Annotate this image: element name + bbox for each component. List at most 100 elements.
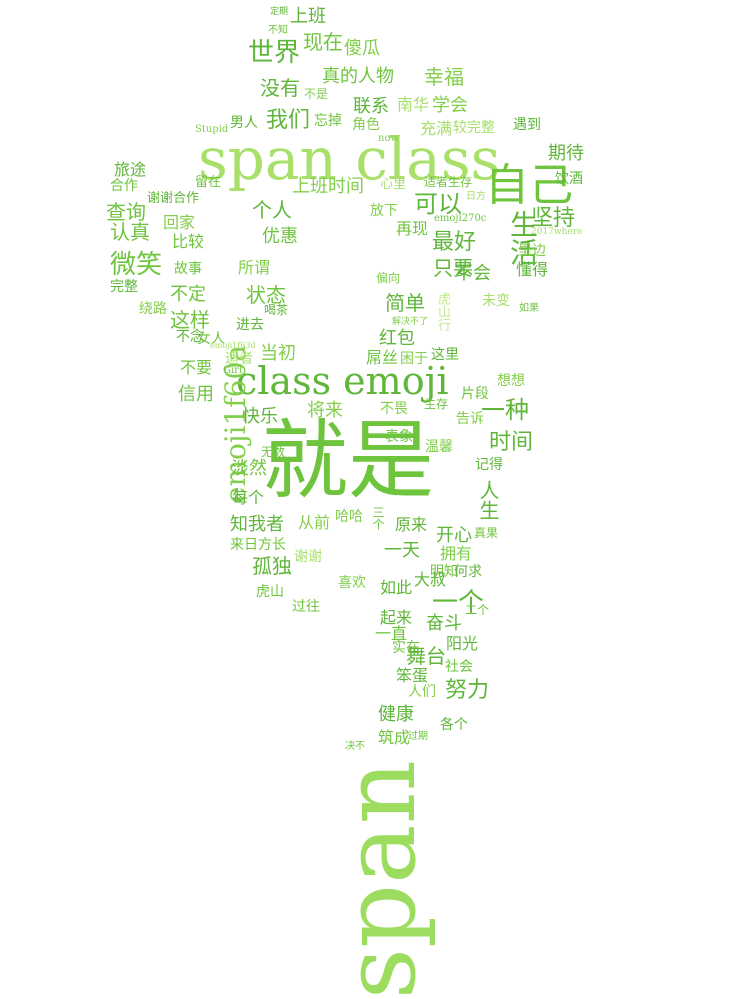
word-biaoxiang: 表象 — [385, 429, 413, 445]
word-jianglai: 将来 — [307, 400, 343, 421]
word-buhui: 不会 — [455, 263, 491, 284]
word-cloud: 就是 span span class class emoji emoji1f60… — [106, 7, 584, 999]
word-bijiao: 比较 — [172, 232, 205, 251]
word-sange: 三个 — [371, 506, 385, 530]
word-zuihao: 最好 — [432, 230, 477, 255]
word-zheyang: 这样 — [170, 308, 210, 332]
word-kaixin: 开心 — [436, 525, 472, 546]
word-jiankang: 健康 — [378, 704, 414, 725]
word-yinjiu: 饮酒 — [555, 171, 583, 187]
word-hongbao: 红包 — [379, 328, 415, 349]
word-jiushi: 就是 — [262, 411, 434, 511]
word-shengcun: 生存 — [424, 397, 449, 411]
word-emoji270c: emoji270c — [434, 213, 487, 224]
word-dashu: 大叔 — [414, 570, 447, 589]
word-wushu: 无数 — [261, 445, 286, 459]
word-raolu: 绕路 — [139, 301, 167, 317]
word-fangxia: 放下 — [370, 203, 398, 219]
word-huijia: 回家 — [163, 213, 196, 232]
word-xingfu: 幸福 — [424, 65, 464, 89]
word-wutai: 舞台 — [406, 644, 446, 668]
word-shagua: 傻瓜 — [344, 38, 380, 59]
word-qilai: 起来 — [380, 608, 413, 627]
word-dingqi: 定期 — [270, 7, 289, 17]
word-fendou: 奋斗 — [426, 613, 462, 634]
word-geren: 个人 — [252, 198, 292, 222]
word-weixiao: 微笑 — [110, 250, 163, 280]
word-guoqi: 过期 — [408, 731, 428, 742]
word-meige: 每个 — [232, 488, 265, 507]
word-danran: 淡然 — [231, 458, 267, 479]
word-yuanlai: 原来 — [395, 515, 428, 534]
word-qidai: 期待 — [548, 143, 584, 164]
word-ziji: 自己 — [485, 160, 573, 211]
word-ruci: 如此 — [380, 578, 413, 597]
word-class-emoji: class emoji — [236, 359, 449, 403]
word-yizhong: 一种 — [481, 396, 529, 424]
word-hushan: 虎山 — [256, 584, 284, 600]
word-chongman: 充满 — [420, 119, 453, 138]
word-hushanxing: 虎山行 — [435, 292, 450, 331]
word-span-class: span class — [198, 125, 501, 193]
word-shizhe: 适者 — [225, 351, 253, 367]
word-yangguang: 阳光 — [446, 634, 479, 653]
word-zhenderenwu: 真的人物 — [322, 66, 394, 87]
word-libian: 里边 — [518, 243, 546, 259]
word-keyi: 可以 — [414, 190, 462, 218]
word-buzhi: 不知 — [268, 25, 288, 36]
word-zhiyao: 只要 — [433, 256, 473, 280]
word-congqian: 从前 — [298, 513, 331, 532]
word-jiaose: 角色 — [352, 117, 380, 133]
word-zhuangtai: 状态 — [246, 283, 286, 307]
word-lairifangchang: 来日方长 — [230, 537, 286, 553]
word-hecha: 喝茶 — [264, 303, 289, 317]
word-meiyou: 没有 — [260, 76, 300, 100]
word-rensheng: 人生 — [476, 480, 500, 520]
word-erge: 二个 — [465, 603, 490, 617]
word-shenghuo: 生活 — [506, 210, 539, 266]
word-liuzai: 留在 — [195, 175, 222, 190]
word-jiandan: 简单 — [385, 291, 425, 315]
word-hezuo: 合作 — [110, 178, 138, 194]
word-zaixian: 再现 — [396, 219, 429, 238]
word-pianxiang: 偏向 — [376, 271, 401, 285]
word-lvtu: 旅途 — [114, 160, 147, 179]
word-gaosu: 告诉 — [456, 411, 484, 427]
word-renzhen: 认真 — [110, 220, 150, 244]
word-zhucheng: 筑成 — [378, 728, 411, 747]
word-shehui: 社会 — [445, 659, 473, 675]
word-jianchi: 坚持 — [531, 206, 576, 231]
word-xiexie: 谢谢 — [294, 549, 322, 565]
word-haha: 哈哈 — [335, 509, 363, 525]
word-nvren: 女人 — [197, 331, 225, 347]
word-now: now — [378, 133, 400, 144]
word-lianxi: 联系 — [353, 96, 389, 117]
word-gege: 各个 — [440, 717, 468, 733]
word-bunian: 不念 — [176, 329, 204, 345]
word-mingzhi: 明知 — [430, 564, 458, 580]
word-zheli: 这里 — [431, 347, 459, 363]
word-xuehui: 学会 — [432, 95, 468, 116]
word-shizai: 实在 — [392, 640, 420, 656]
word-diaosi: 屌丝 — [366, 348, 399, 367]
word-juebu: 决不 — [345, 741, 365, 752]
word-buding: 不定 — [170, 284, 206, 305]
word-guowang: 过往 — [292, 599, 320, 615]
word-jiejuebuliao: 解决不了 — [392, 317, 429, 327]
word-yudao: 遇到 — [513, 117, 541, 133]
word-yige: 一个 — [432, 588, 485, 618]
word-nanren: 男人 — [230, 115, 258, 131]
word-yitian: 一天 — [384, 540, 420, 561]
word-youhui: 优惠 — [262, 226, 298, 247]
word-emoji1f63d: emoji1f63d — [210, 341, 256, 350]
word-heqiu: 何求 — [454, 564, 482, 580]
word-yongyou: 拥有 — [440, 544, 473, 563]
word-dongde: 懂得 — [516, 260, 549, 279]
word-wenxin: 温馨 — [425, 439, 453, 455]
word-shizheshengcun: 适者生存 — [424, 175, 473, 189]
word-jinqu: 进去 — [236, 317, 264, 333]
word-xihuan: 喜欢 — [338, 575, 366, 591]
word-pianduan: 片段 — [461, 386, 489, 402]
word-rifang: 日方 — [466, 191, 486, 202]
word-shijian: 时间 — [489, 430, 534, 455]
